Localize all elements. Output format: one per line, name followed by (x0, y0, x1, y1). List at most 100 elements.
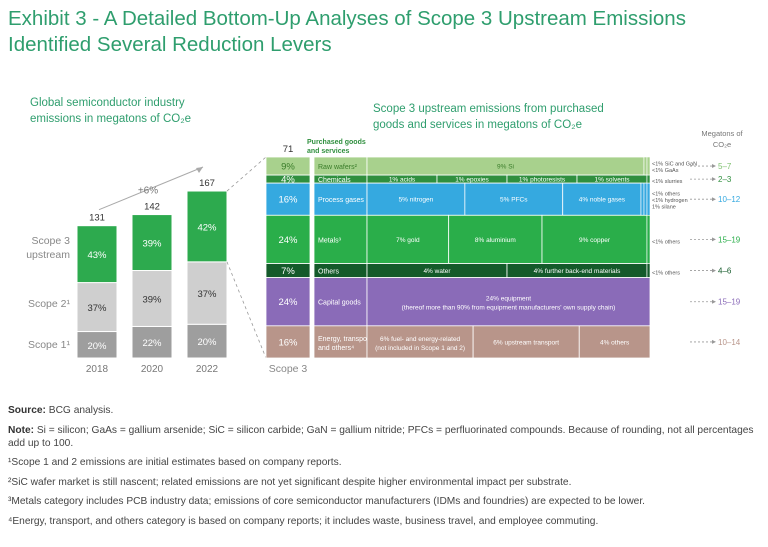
x-tick-label: 2022 (196, 364, 219, 375)
footnote-2: ²SiC wafer market is still nascent; rela… (8, 476, 572, 488)
left-stacked-bars: 20% 37% 43% 131 2018 22% 39% 39% 142 2020 20% 37% 42… (26, 166, 308, 375)
category-name: Process gases (318, 197, 364, 204)
item-cell (366, 182, 466, 216)
bar-segment (186, 261, 228, 325)
item-label: 9% copper (579, 237, 611, 244)
category-pct-cell (265, 325, 311, 359)
bar-segment-label: 42% (197, 222, 217, 233)
note-text: Si = silicon; GaAs = gallium arsenide; S… (8, 424, 754, 449)
item-label: 24% equipment (486, 296, 531, 303)
category-pct: 24% (278, 235, 298, 246)
category-name: Raw wafers² (318, 164, 358, 171)
item-label: 1% solvents (594, 177, 630, 184)
item-label: 1% photoresists (519, 177, 566, 184)
footnote-4: ⁴Energy, transport, and others category … (8, 515, 599, 527)
bar-segment-label: 37% (197, 289, 217, 300)
range-leader-arrow (712, 268, 716, 273)
small-item-cell (646, 156, 651, 176)
category-name-cell (313, 277, 368, 327)
range-leader-arrow (712, 164, 716, 169)
category-name-cell (313, 325, 368, 359)
category-name-cell (313, 214, 368, 264)
item-cell (578, 325, 651, 359)
item-label: 4% noble gases (579, 197, 626, 204)
x-tick-label: 2020 (141, 364, 164, 375)
bar-segment (76, 331, 118, 359)
category-name: Others (318, 269, 340, 276)
small-item-label: 1% silane (652, 204, 676, 210)
bar-segment (131, 214, 173, 272)
small-item-cell (646, 214, 651, 264)
bar-segment (186, 190, 228, 263)
range-leader-arrow (712, 339, 716, 344)
small-item-cell (646, 263, 651, 278)
bar-segment-label: 20% (197, 337, 217, 348)
small-item-cell (643, 156, 648, 176)
legend-scope3: Scope 3 (31, 235, 70, 247)
item-label: 5% PFCs (500, 197, 528, 204)
category-name: Capital goods (318, 300, 361, 307)
bar-segment-label: 22% (142, 338, 162, 349)
category-name-cell (313, 182, 368, 216)
category-range: 15–19 (718, 235, 741, 244)
exhibit-title: Exhibit 3 - A Detailed Bottom-Up Analyse… (8, 7, 686, 56)
category-pct: 9% (281, 162, 295, 173)
range-leader-arrow (712, 197, 716, 202)
category-range: 2–3 (718, 175, 732, 184)
left-chart-title-line2: emissions in megatons of CO₂e (30, 113, 191, 125)
small-item-cell (646, 174, 651, 184)
bar-segment-label: 37% (87, 303, 107, 314)
connector-bottom (226, 261, 267, 359)
small-item-label: <1% hydrogen (652, 198, 688, 204)
item-label: 6% upstream transport (493, 339, 559, 346)
small-item-label: <1% SiC and GaN (652, 162, 697, 168)
item-sublabel: (not included in Scope 1 and 2) (375, 345, 465, 352)
item-label: 8% aluminium (475, 237, 516, 244)
category-range: 5–7 (718, 162, 732, 171)
small-item-cell (646, 182, 651, 216)
item-cell (366, 214, 450, 264)
growth-label: +6% (138, 186, 158, 197)
bar-segment (76, 225, 118, 284)
category-pct: 24% (278, 297, 298, 308)
bar-segment (186, 323, 228, 359)
legend-scope1: Scope 1¹ (28, 339, 71, 351)
item-label: 5% nitrogen (399, 197, 434, 204)
bar-segment (76, 282, 118, 333)
item-label: 7% gold (396, 237, 420, 244)
source-text: BCG analysis. (48, 405, 114, 416)
footnotes: Source: BCG analysis. Note: Si = silicon… (8, 404, 760, 534)
category-pct: 7% (281, 266, 295, 277)
small-item-label: <1% slurries (652, 179, 683, 185)
total-label-line1: Purchased goods (307, 139, 366, 146)
category-range: 10–14 (718, 338, 741, 347)
total-label-line2: and services (307, 148, 350, 155)
bar-segment-label: 39% (142, 294, 162, 305)
breakdown-total: 71 (283, 144, 294, 155)
bar-total-label: 167 (199, 178, 215, 189)
item-cell (448, 214, 543, 264)
item-cell (562, 182, 642, 216)
footnote-1: ¹Scope 1 and 2 emissions are initial est… (8, 457, 342, 468)
item-label: 4% others (600, 339, 630, 346)
unit-header-line1: Megatons of (701, 129, 743, 138)
small-item-label: <1% others (652, 239, 680, 245)
small-item-label: <1% GaAs (652, 168, 679, 174)
category-range: 15–19 (718, 298, 741, 307)
scope3-column-label: Scope 3 (269, 363, 308, 375)
item-sublabel: (thereof more than 90% from equipment ma… (402, 305, 616, 312)
item-label: 4% further back-end materials (534, 268, 621, 275)
right-breakdown: 71 Purchased goods and services 9% Raw wafer… (226, 139, 741, 359)
right-chart-title-line2: goods and services in megatons of CO₂e (373, 119, 582, 131)
category-range: 4–6 (718, 267, 732, 276)
range-leader-arrow (712, 237, 716, 242)
range-leader-arrow (712, 177, 716, 182)
item-label: 6% fuel- and energy-related (380, 336, 461, 343)
growth-arrow-head (196, 167, 203, 174)
item-label: 1% acids (389, 177, 416, 184)
connector-top (226, 156, 267, 192)
category-range: 10–12 (718, 195, 741, 204)
small-item-cell (640, 182, 645, 216)
small-item-label: <1% others (652, 271, 680, 277)
source-label: Source: (8, 405, 46, 416)
